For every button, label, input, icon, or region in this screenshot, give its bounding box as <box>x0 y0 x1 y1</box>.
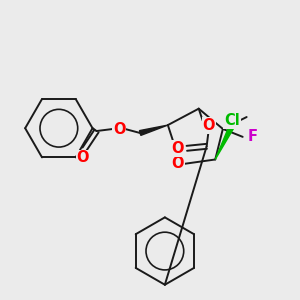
Text: O: O <box>202 118 215 133</box>
Text: O: O <box>113 122 126 136</box>
Polygon shape <box>215 127 233 160</box>
Text: O: O <box>172 141 184 156</box>
Text: O: O <box>76 150 89 165</box>
Text: Cl: Cl <box>224 113 240 128</box>
Text: F: F <box>248 129 258 144</box>
Text: O: O <box>171 156 184 171</box>
Polygon shape <box>140 125 168 135</box>
